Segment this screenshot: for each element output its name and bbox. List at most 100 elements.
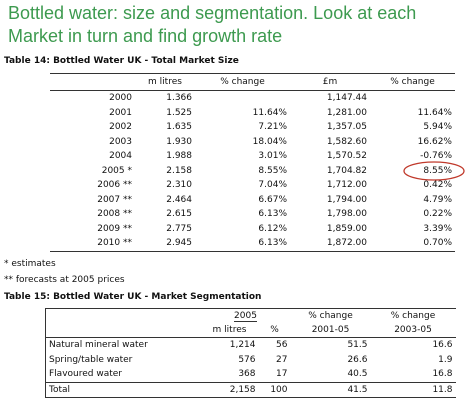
table-cell: 6.12% (258, 223, 287, 234)
table-cell: 1,712.00 (326, 180, 367, 191)
header-cell: £m (290, 73, 370, 91)
table-cell: 1,872.00 (326, 238, 367, 249)
table-cell: 8.55% (423, 165, 452, 176)
table-cell: 3.39% (423, 223, 452, 234)
table-cell: Spring/table water (49, 354, 133, 365)
table-cell: 17 (276, 369, 288, 380)
table-cell: 100 (258, 381, 291, 398)
header-cell: m litres (200, 323, 259, 338)
table-cell: 3.01% (258, 151, 287, 162)
table-cell: 0.70% (423, 238, 452, 249)
table-cell: 368 (238, 369, 256, 380)
table-row: Flavoured water 368 17 40.5 16.8 (46, 367, 456, 382)
table-cell: 27 (276, 354, 288, 365)
table-row: 2009 ** 2.775 6.12% 1,859.00 3.39% (50, 222, 455, 237)
header-row: m litres% 2001-05 2003-05 (45, 323, 456, 338)
table-row: 2000 1.366 1,147.44 (50, 91, 455, 106)
table-cell: 7.04% (258, 180, 287, 191)
table-cell: 2010 ** (97, 238, 132, 249)
table-cell: 2004 (109, 151, 132, 162)
table-cell: 1,357.05 (326, 122, 367, 133)
table-cell: 26.6 (347, 354, 368, 365)
table-cell: Natural mineral water (49, 340, 148, 351)
note: ** forecasts at 2005 prices (4, 275, 125, 285)
table-row: Total 2,158 100 41.5 11.8 (45, 381, 456, 398)
table-cell: 2008 ** (97, 209, 132, 220)
table-cell: 2.464 (166, 194, 192, 205)
table-row: Natural mineral water 1,214 56 51.5 16.6 (46, 338, 456, 353)
header-cell (50, 73, 135, 91)
table-cell: 1,859.00 (326, 223, 367, 234)
table-body: Natural mineral water 1,214 56 51.5 16.6 Spri… (45, 338, 456, 398)
table-cell: 4.79% (423, 194, 452, 205)
table-cell: Flavoured water (49, 369, 122, 380)
table-row: 2008 ** 2.615 6.13% 1,798.00 0.22% (50, 207, 455, 222)
table-cell: Total (45, 381, 201, 398)
table-cell: 576 (238, 354, 256, 365)
table-row: 2005 * 2.158 8.55% 1,704.82 8.55% (50, 164, 455, 179)
table-cell: 6.67% (258, 194, 287, 205)
segmentation-table: 2005 % change % change m litres% 2001-05 2003… (45, 308, 456, 398)
table-cell: 2.310 (166, 180, 192, 191)
table-row: 2002 1.635 7.21% 1,357.05 5.94% (50, 120, 455, 135)
header-cell (46, 309, 201, 324)
header-cell: % change (370, 73, 455, 91)
table-cell: 11.64% (252, 107, 287, 118)
table-cell: 1,582.60 (326, 136, 367, 147)
table-cell: 56 (276, 340, 288, 351)
table-cell: 1.988 (166, 151, 192, 162)
table-cell: 16.8 (432, 369, 453, 380)
table-cell: 2,158 (200, 381, 259, 398)
table-cell: 1,794.00 (326, 194, 367, 205)
table-row: 2010 ** 2.945 6.13% 1,872.00 0.70% (50, 236, 455, 251)
table-head: 2005 % change % change m litres% 2001-05 2003… (45, 309, 456, 338)
table-cell: 2003 (109, 136, 132, 147)
title-line: Bottled water: size and segmentation. Lo… (8, 3, 417, 23)
table-row: 2007 ** 2.464 6.67% 1,794.00 4.79% (50, 193, 455, 208)
table-cell: 1.930 (166, 136, 192, 147)
table-cell: 41.5 (290, 381, 371, 398)
table-cell: 1,570.52 (326, 151, 367, 162)
table-caption: Table 15: Bottled Water UK - Market Segm… (4, 292, 262, 302)
table-cell: 5.94% (423, 122, 452, 133)
title: Bottled water: size and segmentation. Lo… (8, 2, 416, 48)
table-cell: 2005 * (101, 165, 132, 176)
header-text: 2005 (234, 311, 257, 322)
table-cell: 2006 ** (97, 180, 132, 191)
table-row: 2001 1.525 11.64% 1,281.00 11.64% (50, 106, 455, 121)
header-cell: 2001-05 (290, 323, 371, 338)
header-cell: 2003-05 (370, 323, 456, 338)
table-cell: 6.13% (258, 238, 287, 249)
table-cell: 1,704.82 (326, 165, 367, 176)
header-cell (45, 323, 201, 338)
table-cell: 2.945 (166, 238, 192, 249)
table-row: 2004 1.988 3.01% 1,570.52 -0.76% (50, 149, 455, 164)
title-line: Market in turn and find growth rate (8, 26, 283, 46)
table-cell: 1.635 (166, 122, 192, 133)
table-cell: 0.42% (423, 180, 452, 191)
table-cell: -0.76% (420, 151, 452, 162)
header-cell: % (258, 323, 291, 338)
table-cell: 1,214 (229, 340, 256, 351)
header-cell: m litres (135, 73, 195, 91)
header-cell: 2005 (201, 309, 291, 324)
table-cell: 0.22% (423, 209, 452, 220)
table-cell: 40.5 (347, 369, 368, 380)
table-row: 2006 ** 2.310 7.04% 1,712.00 0.42% (50, 178, 455, 193)
table-cell: 1.9 (438, 354, 453, 365)
table-cell: 1,147.44 (326, 93, 367, 104)
table-cell: 2000 (109, 93, 132, 104)
table-cell: 1.366 (166, 93, 192, 104)
header-cell: % change (390, 311, 436, 321)
table-cell: 2007 ** (97, 194, 132, 205)
table-cell: 2009 ** (97, 223, 132, 234)
table-cell: 6.13% (258, 209, 287, 220)
table-cell: 16.62% (417, 136, 452, 147)
header-row: 2005 % change % change (46, 309, 456, 324)
table-cell: 11.64% (417, 107, 452, 118)
header-row: m litres% change £m% change (50, 73, 455, 91)
header-cell: % change (195, 73, 290, 91)
table-cell: 7.21% (258, 122, 287, 133)
